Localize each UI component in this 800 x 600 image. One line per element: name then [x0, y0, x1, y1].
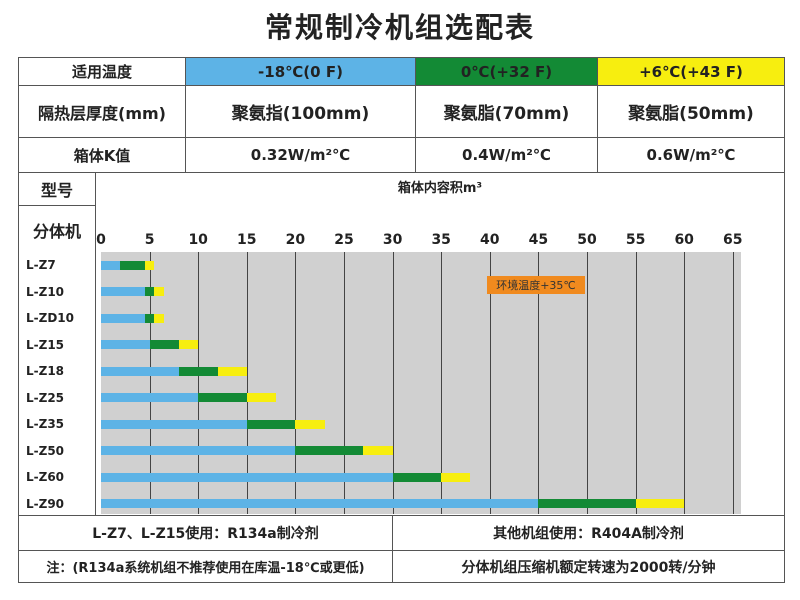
gridline [198, 252, 200, 514]
model-label: L-Z35 [26, 417, 65, 431]
x-tick-label: 40 [480, 232, 500, 248]
bar-L-Z25-series-2 [246, 393, 276, 402]
bar-L-Z15-series-0 [101, 340, 150, 349]
bar-L-Z15-series-1 [149, 340, 179, 349]
bar-L-Z18-series-1 [178, 366, 218, 376]
bar-L-Z15-series-2 [178, 340, 199, 349]
gridline [246, 252, 248, 514]
gridline [732, 252, 734, 514]
x-tick-label: 10 [188, 232, 208, 248]
split-unit-label: 分体机 [18, 205, 96, 516]
temp-frozen: -18℃(0 F) [185, 57, 416, 86]
k-frozen: 0.32W/m²℃ [185, 137, 416, 173]
bar-L-ZD10-series-1 [144, 313, 155, 323]
model-label: 型号 [18, 172, 96, 206]
gridline [635, 252, 637, 514]
x-tick-label: 0 [96, 232, 106, 248]
plot-area [101, 252, 741, 514]
bar-L-Z7-series-1 [120, 260, 145, 270]
temp-label: 适用温度 [18, 57, 186, 86]
footer-left-2: 注：(R134a系统机组不推荐使用在库温-18℃或更低) [18, 550, 393, 583]
bar-L-ZD10-series-0 [101, 313, 145, 323]
x-tick-label: 55 [625, 232, 646, 248]
bar-L-Z7-series-2 [144, 260, 155, 270]
x-tick-label: 30 [382, 232, 403, 248]
bar-L-Z50-series-0 [101, 446, 296, 455]
x-tick-label: 60 [674, 232, 694, 248]
gridline [489, 252, 491, 514]
model-label: L-Z25 [26, 390, 65, 405]
k-label: 箱体K值 [18, 137, 186, 173]
model-label: L-Z18 [26, 364, 65, 378]
bar-L-Z7-series-0 [101, 260, 121, 270]
bar-L-Z35-series-1 [246, 419, 296, 429]
gridline [392, 252, 394, 514]
page-title: 常规制冷机组选配表 [264, 11, 535, 44]
model-label: L-ZD10 [26, 311, 74, 325]
bar-L-Z10-series-1 [144, 287, 155, 296]
insulation-chill: 聚氨脂(70mm) [415, 85, 598, 138]
bar-L-Z50-series-2 [363, 446, 393, 455]
insulation-label: 隔热层厚度(mm) [18, 85, 186, 138]
temp-chill: 0℃(+32 F) [415, 57, 598, 86]
bar-L-Z90-series-0 [101, 499, 539, 508]
bar-L-ZD10-series-2 [154, 313, 165, 323]
bar-L-Z10-series-0 [101, 287, 145, 296]
bar-L-Z18-series-2 [217, 366, 247, 376]
insulation-frozen: 聚氨指(100mm) [185, 85, 416, 138]
x-tick-label: 35 [431, 232, 451, 248]
x-tick-label: 25 [334, 232, 354, 248]
x-tick-label: 45 [528, 232, 549, 248]
bar-L-Z90-series-1 [538, 499, 636, 508]
bar-L-Z25-series-1 [198, 393, 247, 402]
bar-L-Z50-series-1 [295, 446, 364, 455]
gridline [587, 252, 588, 514]
bar-L-Z10-series-2 [154, 287, 165, 296]
gridline [295, 252, 297, 514]
model-label: L-Z90 [26, 496, 65, 511]
bar-L-Z60-series-0 [101, 472, 393, 482]
gridline [538, 252, 540, 514]
footer-right-2: 分体机组压缩机额定转速为2000转/分钟 [392, 550, 785, 583]
bar-L-Z25-series-0 [101, 393, 199, 402]
model-label: L-Z10 [26, 284, 65, 299]
x-tick-label: 50 [577, 232, 597, 248]
x-tick-label: 15 [237, 232, 257, 248]
model-label: L-Z15 [26, 337, 65, 352]
gridline [344, 252, 345, 514]
model-label: L-Z50 [26, 443, 65, 458]
footer-right-1: 其他机组使用：R404A制冷剂 [392, 515, 785, 551]
model-label: L-Z60 [26, 470, 65, 484]
bar-L-Z90-series-2 [635, 499, 685, 508]
x-tick-label: 20 [285, 232, 306, 248]
bar-L-Z60-series-1 [392, 472, 442, 482]
ambient-annotation: 环境温度+35℃ [487, 276, 585, 294]
x-tick-label: 65 [723, 232, 743, 248]
model-label: L-Z7 [26, 258, 56, 272]
temp-cool: +6℃(+43 F) [597, 57, 785, 86]
bar-L-Z60-series-2 [441, 472, 471, 482]
gridline [684, 252, 686, 514]
gridline [149, 252, 151, 514]
bar-L-Z35-series-2 [295, 419, 325, 429]
footer-left-1: L-Z7、L-Z15使用：R134a制冷剂 [18, 515, 393, 551]
insulation-cool: 聚氨脂(50mm) [597, 85, 785, 138]
x-tick-label: 5 [144, 232, 155, 248]
bar-L-Z35-series-0 [101, 419, 247, 429]
k-cool: 0.6W/m²℃ [597, 137, 785, 173]
k-chill: 0.4W/m²℃ [415, 137, 598, 173]
gridline [441, 252, 443, 514]
bar-L-Z18-series-0 [101, 366, 179, 376]
